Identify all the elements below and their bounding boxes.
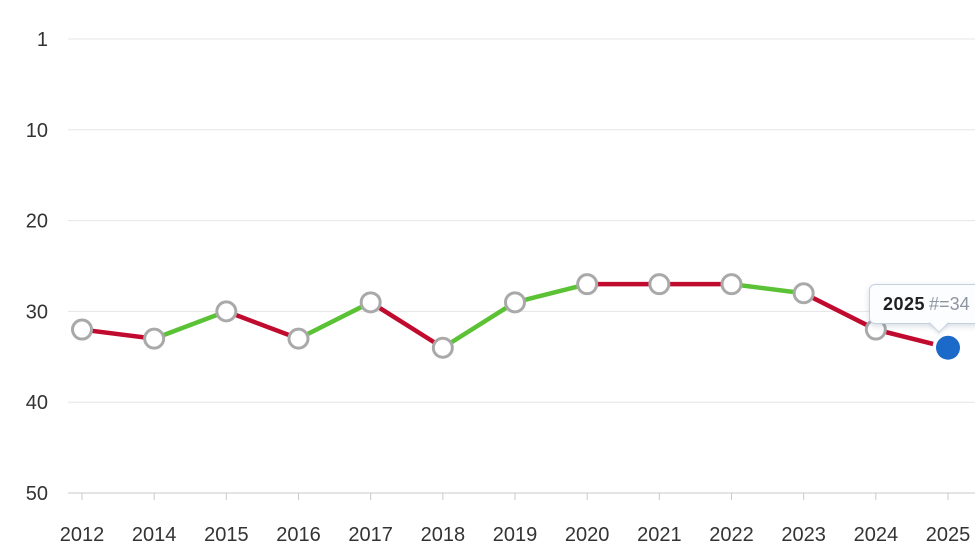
x-axis-tick-label: 2023: [781, 524, 826, 546]
x-axis-tick-label: 2014: [132, 524, 177, 546]
tooltip: 2025 #=34: [869, 283, 975, 334]
x-axis-tick-label: 2016: [276, 524, 321, 546]
data-point-2023[interactable]: [792, 282, 815, 305]
trend-segment: [512, 281, 590, 305]
trend-segment: [296, 300, 373, 341]
x-axis-tick-label: 2017: [348, 524, 393, 546]
trend-segment: [79, 327, 157, 341]
data-point-2019[interactable]: [504, 291, 526, 314]
trend-segment: [729, 281, 806, 296]
trend-segment: [224, 309, 301, 341]
data-point-2015[interactable]: [215, 300, 238, 323]
y-axis-tick-label: 50: [26, 483, 48, 505]
tooltip-value: #=34: [929, 293, 970, 314]
x-axis-tick-label: 2022: [709, 524, 754, 546]
x-axis-tick-label: 2018: [421, 524, 466, 546]
trend-segment: [801, 290, 879, 332]
data-point-2021[interactable]: [648, 273, 671, 296]
x-axis-tick-label: 2025: [926, 524, 971, 546]
y-axis-tick-label: 10: [26, 120, 48, 142]
x-axis-tick-label: 2020: [565, 524, 610, 546]
data-point-2018[interactable]: [431, 336, 454, 359]
trend-segment: [440, 300, 518, 350]
x-axis-tick-label: 2019: [493, 524, 538, 546]
data-point-2012[interactable]: [71, 318, 93, 341]
data-point-2022[interactable]: [720, 273, 743, 296]
x-axis-tick-label: 2015: [204, 524, 249, 546]
data-point-2020[interactable]: [576, 273, 599, 296]
y-axis-tick-label: 30: [26, 301, 48, 323]
trend-segment: [151, 309, 229, 341]
y-axis-tick-label: 1: [37, 29, 48, 51]
data-point-2014[interactable]: [143, 327, 166, 350]
y-axis-tick-label: 40: [26, 392, 48, 414]
x-axis-tick-label: 2021: [637, 524, 682, 546]
x-axis-tick-label: 2024: [854, 524, 899, 546]
x-axis-tick-label: 2012: [60, 524, 105, 546]
data-point-2025-current[interactable]: [936, 335, 960, 360]
trend-segment: [368, 300, 446, 350]
data-point-2017[interactable]: [359, 291, 382, 314]
data-point-2016[interactable]: [287, 327, 310, 350]
y-axis-tick-label: 20: [26, 211, 48, 233]
tooltip-year: 2025: [883, 293, 926, 314]
